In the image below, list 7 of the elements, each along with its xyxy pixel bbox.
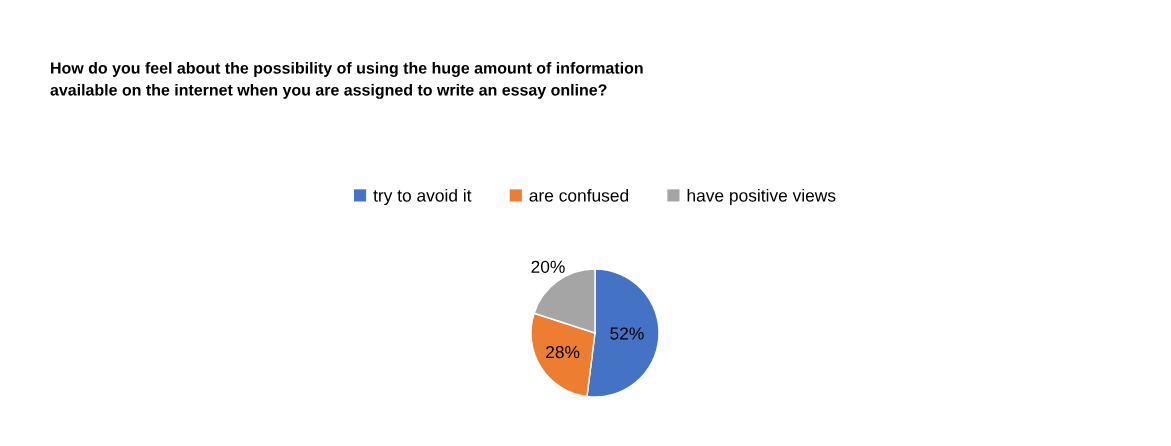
data-label: 28%	[546, 345, 580, 359]
legend-label: have positive views	[687, 188, 836, 206]
chart-title: How do you feel about the possibility of using the huge amount of information available on the internet when you are assigned to write an essay online?	[50, 62, 643, 99]
legend-label: are confused	[529, 188, 629, 202]
legend-label: try to avoid it	[373, 188, 472, 206]
data-label: 52%	[610, 327, 644, 340]
data-label: 20%	[531, 260, 565, 273]
